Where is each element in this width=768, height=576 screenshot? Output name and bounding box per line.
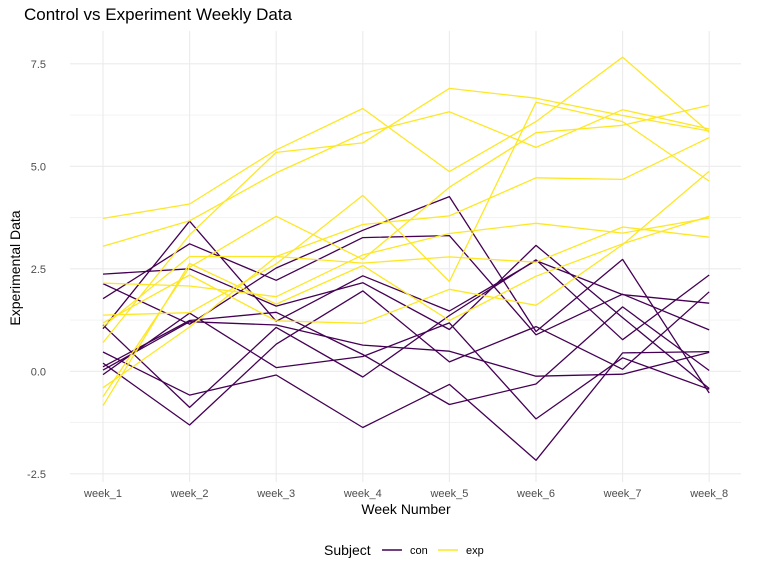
series-line-con-5	[102, 350, 710, 461]
legend-title: Subject	[324, 542, 371, 558]
y-tick-label: 0.0	[31, 366, 46, 378]
series-line-exp-18	[102, 101, 710, 316]
series-line-exp-19	[102, 137, 710, 389]
x-tick-label: week_6	[516, 488, 555, 500]
series-line-exp-17	[102, 170, 710, 324]
x-tick-label: week_3	[256, 488, 295, 500]
y-tick-label: -2.5	[27, 469, 46, 481]
y-axis-title: Experimental Data	[7, 210, 23, 325]
series-line-exp-14	[102, 104, 710, 398]
legend-label-con: con	[410, 545, 428, 557]
x-axis-title: Week Number	[361, 501, 451, 517]
x-tick-label: week_2	[170, 488, 209, 500]
x-tick-label: week_5	[429, 488, 468, 500]
legend-label-exp: exp	[466, 545, 484, 557]
y-tick-label: 7.5	[31, 59, 46, 71]
x-tick-label: week_7	[603, 488, 642, 500]
series-line-exp-20	[102, 226, 710, 328]
x-tick-label: week_8	[689, 488, 728, 500]
series-line-exp-15	[102, 87, 710, 344]
y-tick-label: 5.0	[31, 161, 46, 173]
x-tick-labels: week_1 week_2 week_3 week_4 week_5 week_6 week…	[83, 488, 728, 500]
x-tick-label: week_4	[343, 488, 382, 500]
series-line-exp-13	[102, 217, 710, 298]
series-line-exp-12	[102, 215, 710, 407]
series-line-con-3	[102, 234, 710, 336]
y-tick-labels: -2.5 0.0 2.5 5.0 7.5	[27, 59, 46, 481]
series-line-con-10	[102, 306, 710, 406]
x-tick-label: week_1	[83, 488, 122, 500]
y-tick-label: 2.5	[31, 264, 46, 276]
chart-title: Control vs Experiment Weekly Data	[24, 5, 293, 24]
series-line-exp-11	[102, 109, 710, 247]
series-line-con-2	[102, 259, 710, 409]
series-line-con-1	[102, 290, 710, 426]
series-lines	[102, 56, 710, 461]
series-line-con-8	[102, 312, 710, 420]
legend: Subject con exp	[324, 542, 484, 558]
series-line-exp-16	[102, 56, 710, 220]
